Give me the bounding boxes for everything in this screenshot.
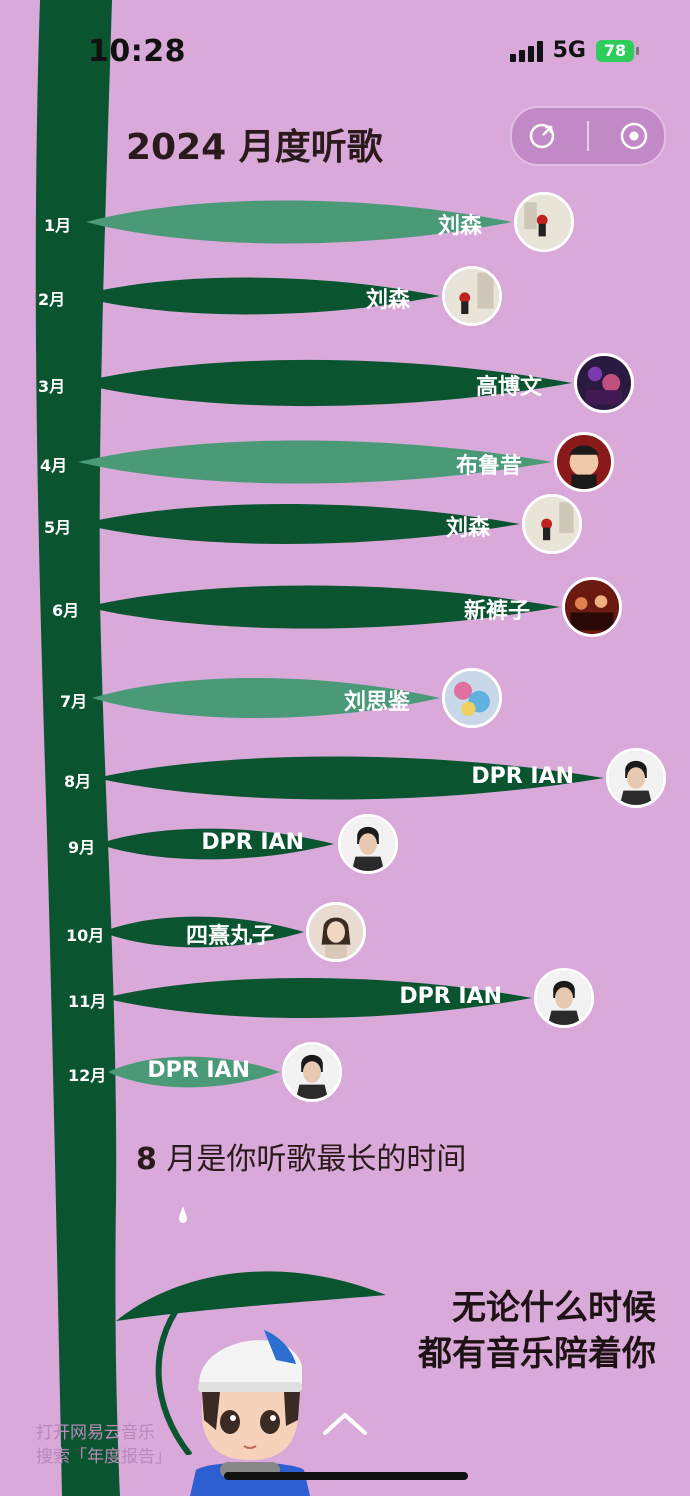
month-label: 11月: [68, 992, 107, 1011]
page-title: 2024 月度听歌: [126, 127, 383, 168]
leaf-month-2: [76, 277, 440, 315]
hint-line-2: 搜索「年度报告」: [36, 1447, 172, 1467]
artist-name[interactable]: 刘思鉴: [343, 690, 410, 715]
artist-name[interactable]: DPR IAN: [399, 984, 502, 1009]
artist-avatar[interactable]: [306, 902, 366, 962]
artist-avatar[interactable]: [606, 748, 666, 808]
summary-text: 8 月是你听歌最长的时间: [136, 1134, 466, 1178]
artist-name[interactable]: DPR IAN: [471, 764, 574, 789]
water-drop-icon: [179, 1206, 187, 1223]
artist-avatar[interactable]: [574, 353, 634, 413]
month-label: 5月: [44, 518, 72, 537]
month-label: 1月: [44, 216, 72, 235]
month-label: 2月: [38, 290, 66, 309]
capsule-divider: [587, 121, 589, 151]
close-miniprogram-icon[interactable]: [619, 121, 649, 151]
leaf-month-8: [96, 756, 604, 800]
month-label: 6月: [52, 601, 80, 620]
month-label: 8月: [64, 772, 92, 791]
leaf-month-6: [86, 585, 560, 629]
closing-line-2: 都有音乐陪着你: [418, 1334, 656, 1374]
artist-name[interactable]: 刘森: [365, 288, 410, 313]
status-indicators: 5G 78: [509, 38, 639, 63]
leaf-month-5: [80, 504, 520, 544]
artist-name[interactable]: 布鲁昔: [455, 454, 522, 479]
artist-avatar[interactable]: [338, 814, 398, 874]
home-indicator[interactable]: [224, 1472, 468, 1480]
leaf-month-9: [98, 828, 334, 860]
artist-name[interactable]: 新裤子: [463, 599, 530, 624]
battery-icon: 78: [596, 39, 639, 62]
artist-avatar[interactable]: [534, 968, 594, 1028]
chevron-up-icon[interactable]: [322, 1410, 368, 1436]
share-icon[interactable]: [527, 121, 557, 151]
battery-level: 78: [603, 41, 627, 60]
month-label: 12月: [68, 1066, 107, 1085]
artist-avatar[interactable]: [514, 192, 574, 252]
leaf-month-11: [104, 978, 532, 1018]
artist-avatar[interactable]: [554, 432, 614, 492]
status-time: 10:28: [88, 34, 186, 69]
month-label: 4月: [40, 456, 68, 475]
artist-name[interactable]: 刘森: [445, 516, 490, 541]
hint-line-1: 打开网易云音乐: [36, 1423, 155, 1443]
artist-name[interactable]: 高博文: [475, 375, 542, 400]
month-label: 10月: [66, 926, 105, 945]
closing-line-1: 无论什么时候: [452, 1288, 656, 1328]
artist-name[interactable]: DPR IAN: [147, 1058, 250, 1083]
artist-name[interactable]: 四熹丸子: [185, 924, 274, 949]
artist-name[interactable]: 刘森: [437, 214, 482, 239]
signal-icon: [509, 40, 543, 62]
leaf-month-7: [92, 678, 440, 718]
month-label: 7月: [60, 692, 88, 711]
month-label: 3月: [38, 377, 66, 396]
artist-name[interactable]: DPR IAN: [201, 830, 304, 855]
leaf-umbrella: [116, 1271, 386, 1455]
summary-suffix: 月是你听歌最长的时间: [156, 1142, 467, 1177]
artist-avatar[interactable]: [282, 1042, 342, 1102]
artist-avatar[interactable]: [562, 577, 622, 637]
leaf-month-12: [108, 1056, 280, 1088]
month-label: 9月: [68, 838, 96, 857]
mascot-character: [190, 1330, 310, 1496]
leaf-month-10: [102, 916, 304, 948]
leaf-month-3: [76, 359, 572, 407]
summary-highlight: 8: [136, 1142, 157, 1177]
artist-avatar[interactable]: [522, 494, 582, 554]
artist-avatar[interactable]: [442, 668, 502, 728]
leaf-month-1: [86, 200, 512, 244]
mini-program-capsule: [510, 106, 666, 166]
leaf-month-4: [78, 440, 552, 484]
network-type: 5G: [552, 38, 586, 63]
artist-avatar[interactable]: [442, 266, 502, 326]
